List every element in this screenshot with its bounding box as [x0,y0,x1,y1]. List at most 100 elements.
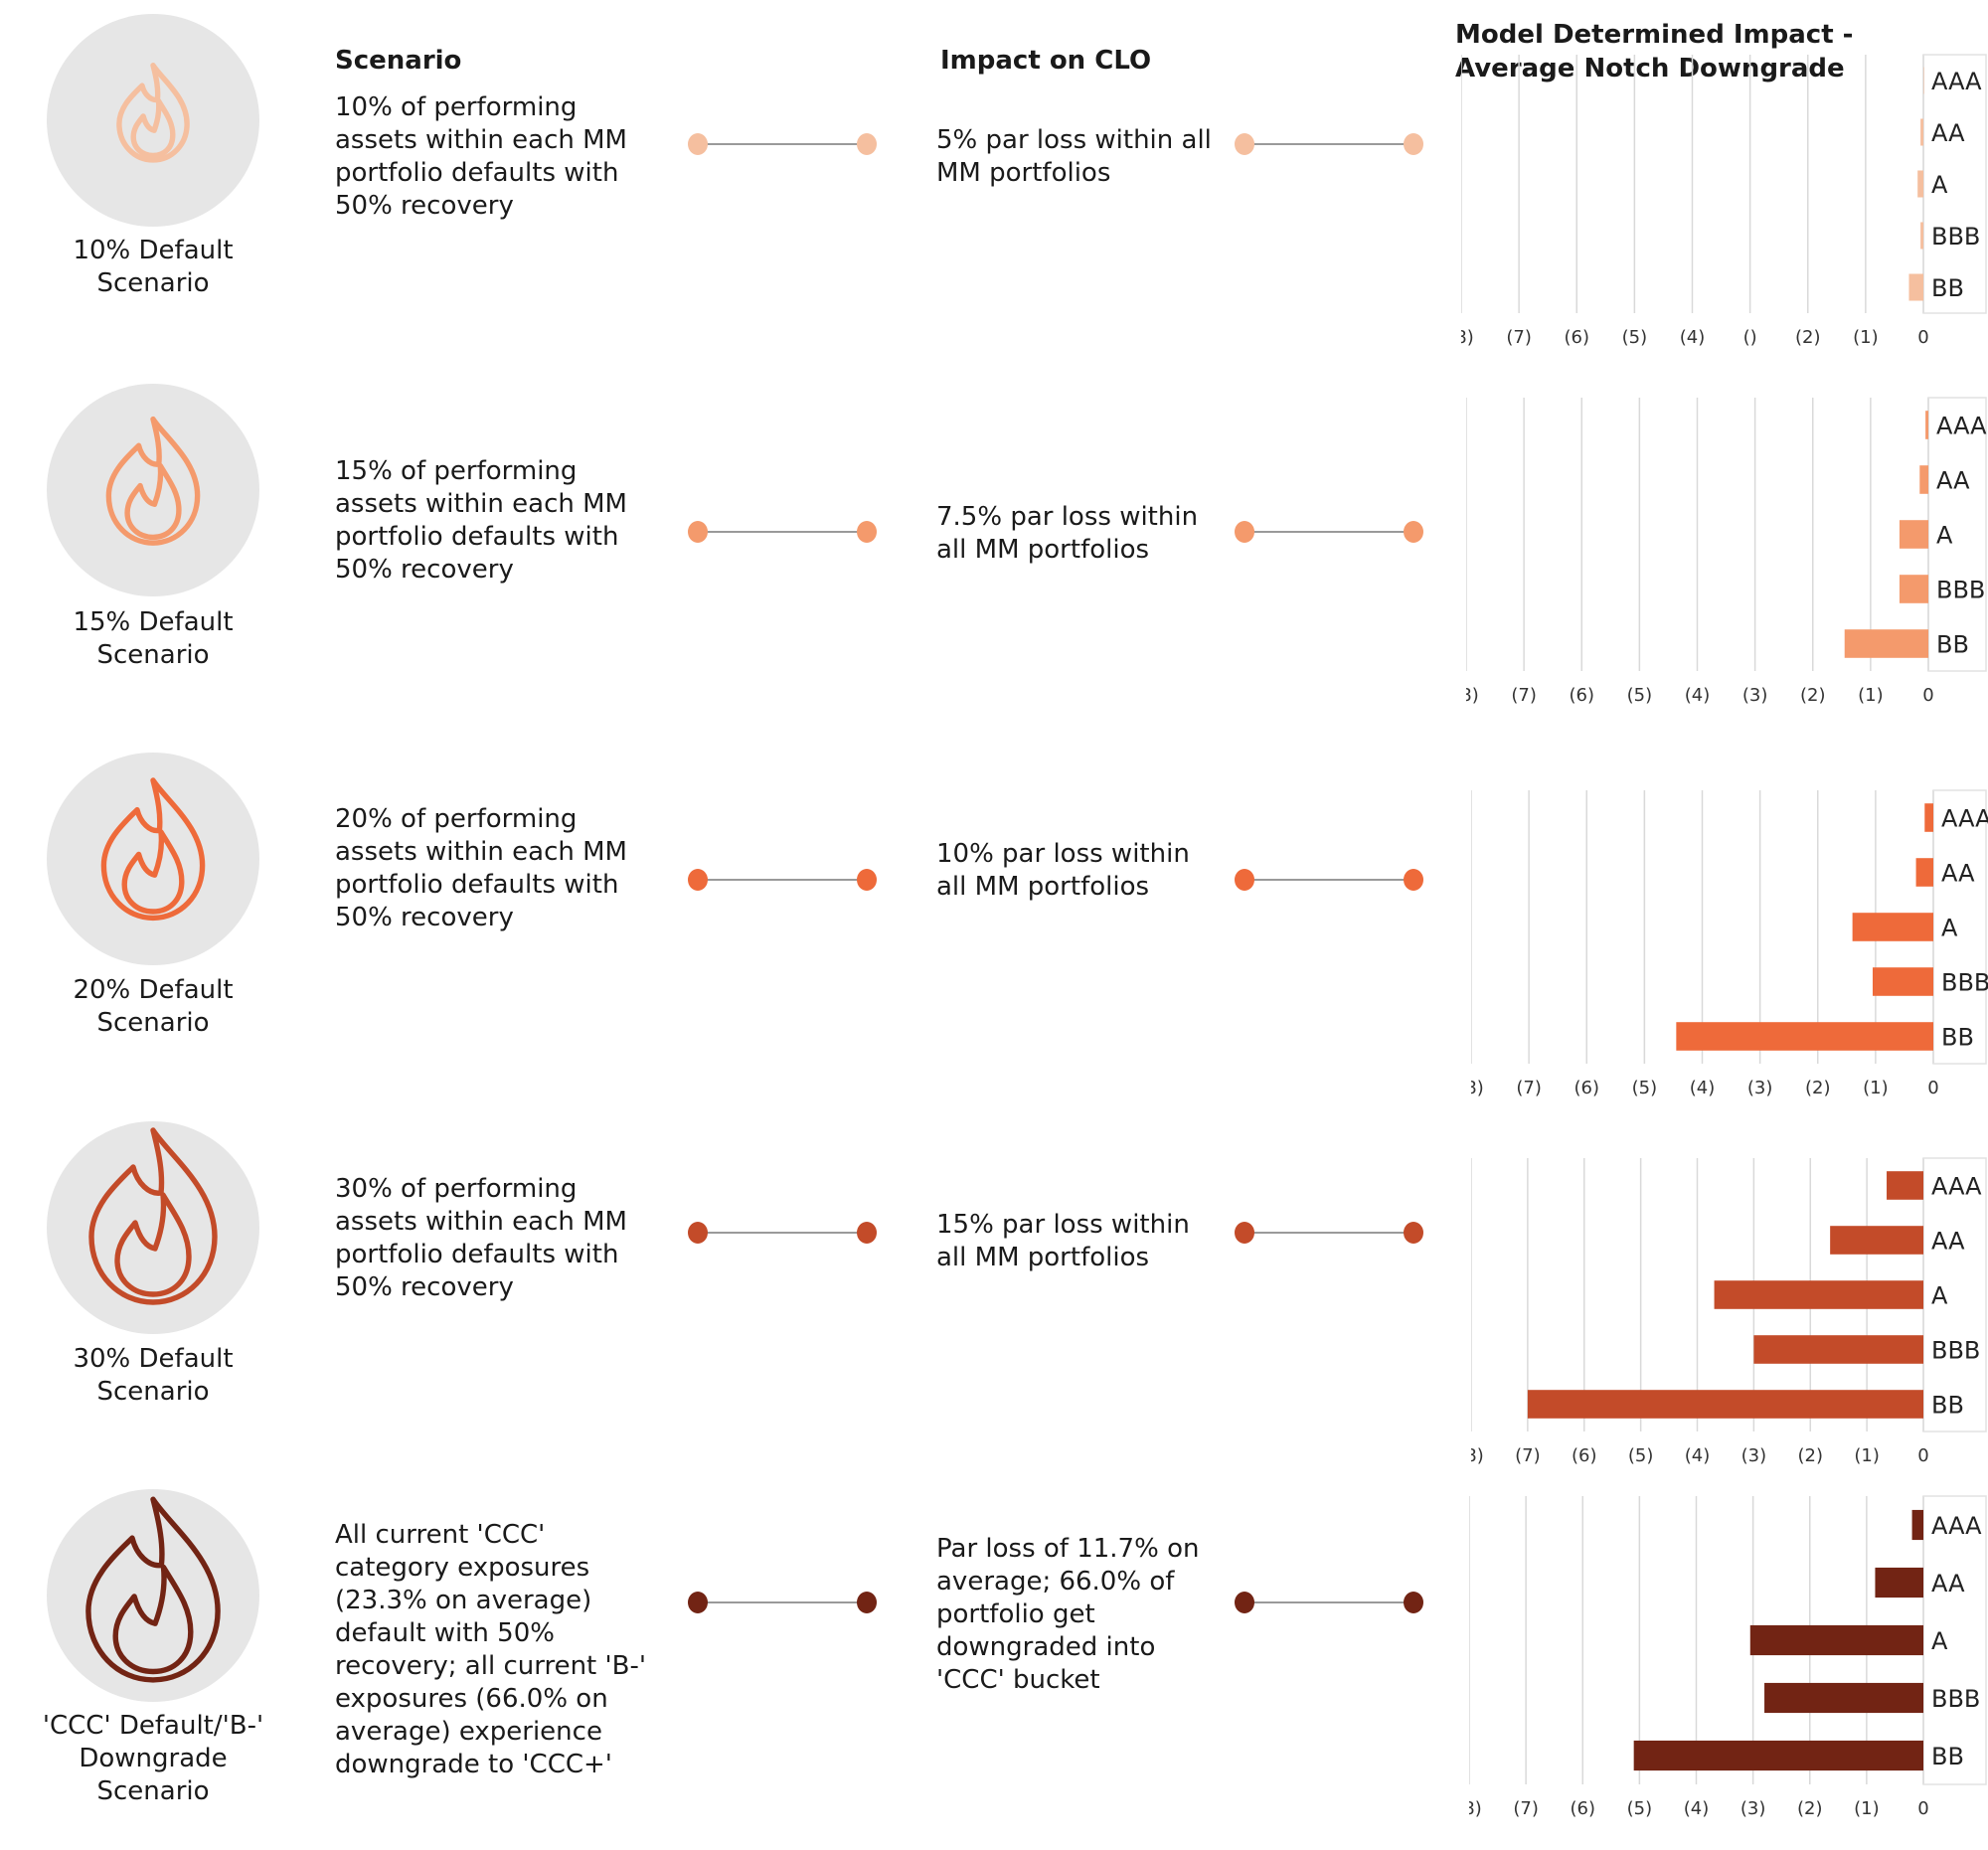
clo-impact-text: 10% par loss within all MM portfolios [936,839,1190,902]
impact-header: Impact on CLO [940,46,1152,76]
connector-dot [1404,1592,1423,1613]
x-tick-label: (7) [1513,1798,1539,1819]
x-tick-label: (1) [1854,1445,1880,1466]
scenario-row: 20% Default Scenario 20% of performing ass… [0,736,1988,1113]
clo-impact-text: 7.5% par loss within all MM portfolios [936,502,1199,565]
x-tick-label: (1) [1853,327,1879,348]
x-tick-label: (4) [1685,685,1711,706]
bar [1872,967,1933,996]
category-label: BB [1931,274,1964,302]
clo-impact-text: 5% par loss within all MM portfolios [936,125,1212,188]
bar [1924,803,1933,832]
connector-line [1235,1222,1423,1244]
x-tick-label: 0 [1927,1078,1938,1098]
x-tick-label: (5) [1628,1445,1654,1466]
x-tick-label: (4) [1680,327,1706,348]
connector-dot [1235,869,1254,891]
model-impact-header-line1: Model Determined Impact - [1455,20,1854,50]
connector-line [1235,521,1423,543]
connector-dot [1404,521,1423,543]
x-tick-label: (5) [1627,1798,1653,1819]
bar [1714,1280,1923,1309]
connector-dot [857,521,877,543]
connector-dot [1235,521,1254,543]
scenario-icon-circle [47,384,259,596]
connector-dot [1235,133,1254,155]
scenario-name-line: Scenario [96,1776,210,1806]
clo-impact-text: Par loss of 11.7% on average; 66.0% of p… [936,1534,1200,1695]
x-tick-label: 0 [1917,1445,1928,1466]
x-tick-label: (7) [1515,1445,1541,1466]
x-tick-label: (3) [1742,685,1768,706]
x-tick-label: (8) [1469,1798,1482,1819]
category-label: A [1931,171,1948,199]
bar [1875,1567,1923,1598]
scenario-icon-circle [47,1121,259,1334]
category-label: BBB [1931,1685,1980,1713]
category-label: AA [1931,119,1965,147]
bar [1920,118,1923,146]
x-tick-label: (1) [1858,685,1884,706]
bar [1899,520,1928,549]
x-tick-label: () [1743,327,1757,348]
scenario-description: 20% of performing assets within each MM … [335,804,627,932]
scenario-name: 'CCC' Default/'B-' Downgrade Scenario [20,1710,286,1808]
scenario-name-line: Scenario [96,268,210,298]
x-tick-label: (3) [1740,1798,1766,1819]
scenario-name-line: 30% Default [73,1344,234,1374]
x-tick-label: 0 [1917,327,1928,348]
x-tick-label: (5) [1627,685,1653,706]
x-tick-label: (8) [1471,1445,1484,1466]
x-tick-label: (2) [1805,1078,1831,1098]
x-tick-label: (5) [1632,1078,1658,1098]
bar [1633,1740,1923,1771]
scenario-name: 30% Default Scenario [20,1343,286,1409]
connector-dot [857,869,877,891]
bar [1911,1509,1923,1541]
connector-line [688,521,877,543]
connector-line [1235,133,1423,155]
bar [1899,575,1928,603]
fire-icon [105,416,201,546]
bar [1887,1171,1923,1200]
scenario-icon-circle [47,1489,259,1702]
scenario-header: Scenario [335,46,462,76]
x-tick-label: 0 [1917,1798,1928,1819]
x-tick-label: (1) [1854,1798,1880,1819]
category-label: BBB [1936,577,1985,604]
connector-dot [1404,133,1423,155]
bar [1749,1624,1923,1656]
connector-line [1235,1592,1423,1613]
scenario-row: 30% Default Scenario 30% of performing ass… [0,1113,1988,1481]
x-tick-label: (2) [1798,1445,1824,1466]
scenario-name-line: 'CCC' Default/'B-' [42,1711,264,1741]
x-tick-label: (6) [1570,685,1595,706]
bar [1830,1226,1923,1255]
category-label: A [1941,915,1958,942]
scenario-description: All current 'CCC' category exposures (23… [335,1520,647,1779]
category-label: AA [1931,1570,1965,1598]
category-label: AAA [1941,805,1988,833]
category-label: BB [1931,1392,1964,1420]
scenario-name-line: Scenario [96,1008,210,1038]
category-label: BBB [1931,223,1980,251]
model-impact-header: Model Determined Impact - Average Notch … [1455,18,1853,85]
bar [1925,411,1928,439]
scenario-description: 10% of performing assets within each MM … [335,92,627,221]
bar [1852,913,1933,941]
bar [1917,170,1923,198]
x-tick-label: (2) [1797,1798,1823,1819]
x-tick-label: (2) [1800,685,1826,706]
bar [1764,1682,1923,1714]
x-tick-label: (2) [1795,327,1821,348]
x-tick-label: (6) [1565,327,1590,348]
scenario-description: 15% of performing assets within each MM … [335,456,627,585]
category-label: BB [1931,1743,1964,1770]
category-label: AA [1936,467,1970,495]
category-label: AAA [1936,413,1987,440]
scenario-name: 20% Default Scenario [20,974,286,1040]
x-tick-label: (8) [1466,685,1479,706]
